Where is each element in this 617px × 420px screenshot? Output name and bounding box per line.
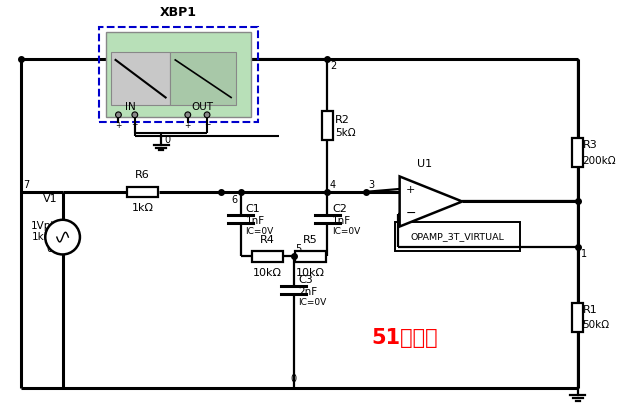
Text: IN: IN [125, 102, 135, 112]
Bar [322, 111, 333, 140]
Bar [99, 27, 258, 121]
Text: R3: R3 [582, 140, 597, 150]
Polygon shape [400, 176, 462, 226]
Text: 1: 1 [581, 249, 587, 259]
Text: +: + [405, 185, 415, 195]
Text: 1nF: 1nF [332, 216, 351, 226]
Text: 1Vpk: 1Vpk [31, 220, 58, 231]
Text: 10kΩ: 10kΩ [253, 268, 282, 278]
Text: C1: C1 [246, 204, 260, 214]
Text: IC=0V: IC=0V [332, 227, 360, 236]
Text: 50kΩ: 50kΩ [582, 320, 610, 330]
Bar [573, 139, 583, 167]
Text: 10kΩ: 10kΩ [296, 268, 325, 278]
Text: IC=0V: IC=0V [246, 227, 274, 236]
Bar [395, 222, 520, 251]
Text: 200kΩ: 200kΩ [582, 155, 616, 165]
Text: 1nF: 1nF [246, 216, 265, 226]
Circle shape [185, 112, 191, 118]
Text: −: − [204, 121, 210, 130]
Text: 6: 6 [232, 195, 238, 205]
Text: XBP1: XBP1 [160, 6, 197, 19]
Text: 5kΩ: 5kΩ [335, 128, 356, 138]
Bar [127, 186, 158, 197]
Bar [573, 303, 583, 332]
Text: R5: R5 [303, 235, 318, 245]
Text: −: − [131, 121, 138, 130]
Text: R1: R1 [582, 305, 597, 315]
Text: V1: V1 [43, 194, 58, 204]
Text: C3: C3 [299, 276, 313, 286]
Text: 4: 4 [329, 180, 336, 190]
Text: 2: 2 [330, 61, 336, 71]
Text: +: + [184, 121, 191, 130]
Text: 0: 0 [164, 135, 170, 145]
Text: R2: R2 [335, 115, 350, 125]
Text: 0: 0 [291, 375, 297, 384]
Text: 1kHz: 1kHz [32, 232, 58, 242]
Bar [106, 32, 251, 117]
Text: C2: C2 [332, 204, 347, 214]
Text: OUT: OUT [191, 102, 213, 112]
Text: 51黑电子: 51黑电子 [371, 328, 438, 348]
Text: U1: U1 [417, 159, 433, 169]
Text: 2nF: 2nF [299, 287, 318, 297]
Text: 0°: 0° [46, 244, 58, 254]
Circle shape [115, 112, 122, 118]
Text: R4: R4 [260, 235, 275, 245]
Text: 7: 7 [23, 180, 30, 190]
Text: −: − [405, 207, 416, 220]
Text: R6: R6 [135, 170, 150, 180]
Bar [252, 251, 283, 262]
Bar [170, 52, 236, 105]
Bar [110, 52, 170, 105]
Text: IC=0V: IC=0V [299, 298, 327, 307]
Text: 3: 3 [368, 180, 374, 190]
Text: +: + [115, 121, 122, 130]
Text: OPAMP_3T_VIRTUAL: OPAMP_3T_VIRTUAL [410, 232, 504, 241]
Circle shape [45, 220, 80, 255]
Bar [295, 251, 326, 262]
Circle shape [132, 112, 138, 118]
Text: 1kΩ: 1kΩ [131, 203, 154, 213]
Text: 5: 5 [296, 244, 302, 255]
Circle shape [204, 112, 210, 118]
